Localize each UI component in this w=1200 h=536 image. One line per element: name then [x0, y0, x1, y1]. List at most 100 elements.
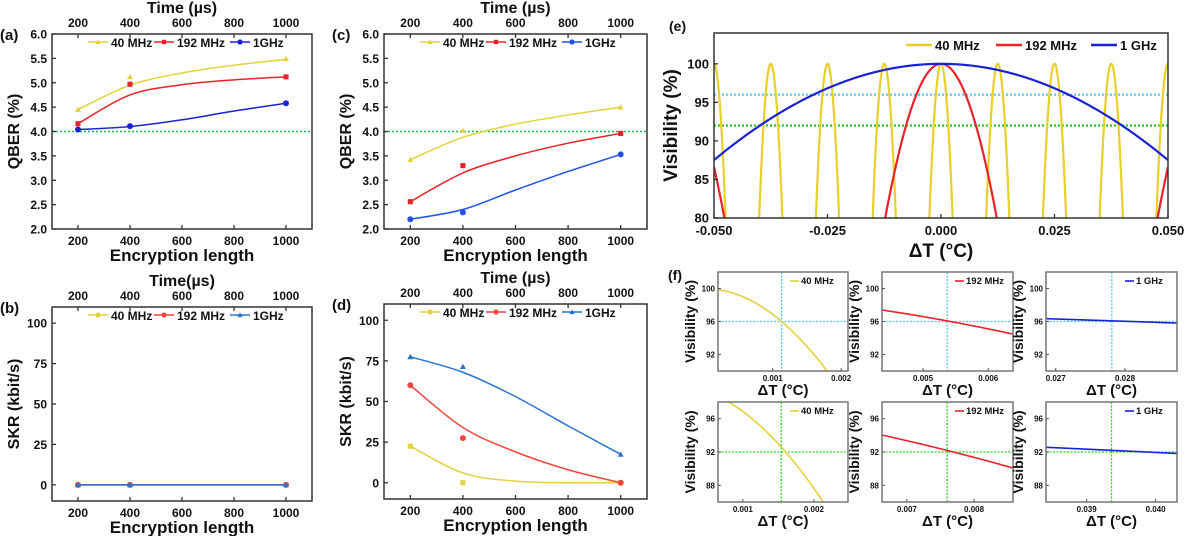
y-tick-label: 96 [870, 318, 879, 327]
x-tick-label: 800 [224, 234, 244, 248]
x-axis-title: Encryption length [443, 516, 588, 535]
x-tick-label: 0.025 [1038, 223, 1071, 238]
plot-area [75, 55, 289, 133]
x-tick-label: 0.002 [831, 374, 852, 383]
data-point-192MHz [75, 121, 81, 127]
x-axis-title: Encryption length [443, 246, 588, 265]
legend-label: 1GHz [585, 36, 616, 50]
y-tick-label: 5.5 [362, 52, 379, 66]
y-tick-label: 4.5 [30, 101, 47, 115]
y-tick-label: 2.0 [30, 223, 47, 237]
legend-item: 1 GHz [1125, 276, 1163, 287]
legend-label: 1GHz [253, 309, 284, 323]
y-tick-label: 100 [866, 285, 880, 294]
legend-label: 192 MHz [966, 276, 1004, 287]
legend-item: 192 MHz [996, 38, 1078, 53]
legend: 40 MHz 192 MHz 1GHz [88, 36, 284, 50]
legend: 40 MHz 192 MHz 1GHz [420, 36, 616, 50]
legend-marker [427, 309, 433, 315]
subplot-f-1: 0.001 0.002 92 96 100 ΔT (°C) Visibility (%) 40… [682, 271, 852, 399]
x-tick-label: 400 [453, 504, 473, 518]
legend: 40 MHz 192 MHz 1 GHz [906, 38, 1157, 53]
y-tick-label: 88 [1034, 481, 1043, 490]
legend-marker [161, 312, 167, 318]
x-tick-label: 600 [505, 234, 525, 248]
data-point-1GHz [617, 451, 624, 457]
legend-label: 1 GHz [1136, 276, 1163, 287]
data-point-1GHz [127, 481, 133, 488]
data-point-192MHz [459, 435, 466, 442]
y-tick-label: 88 [870, 481, 879, 490]
x2-tick-label: 800 [224, 289, 244, 303]
subplot-f-2: 0.005 0.006 92 96 100 ΔT (°C) Visibility (%) 19… [846, 271, 1014, 399]
data-point-1GHz [75, 481, 81, 488]
data-point-40MHz [407, 443, 413, 449]
data-point-1GHz [459, 209, 466, 216]
y-axis-title: Visibility (%) [682, 280, 698, 363]
x-tick-label: 0.000 [925, 223, 958, 238]
y-tick-label: 5.0 [30, 76, 47, 90]
fit-line-40MHz [409, 445, 621, 484]
x2-tick-label: 400 [453, 16, 473, 30]
legend-label: 40 MHz [801, 276, 834, 287]
x-tick-label: -0.025 [809, 223, 846, 238]
y-tick-label: 100 [359, 314, 379, 328]
y-axis-title: SKR (kbit/s) [338, 356, 355, 447]
y-tick-label: 85 [695, 172, 709, 187]
legend-item: 40 MHz [420, 306, 484, 320]
legend-label: 1GHz [253, 36, 284, 50]
panel-label: (d) [332, 297, 351, 314]
y-axis-title: Visibility (%) [1010, 411, 1026, 494]
y-tick-label: 96 [706, 318, 715, 327]
x2-tick-label: 200 [68, 16, 88, 30]
legend-item: 1GHz [230, 309, 284, 323]
y-tick-label: 92 [870, 351, 879, 360]
plot-area [1046, 402, 1177, 502]
x-tick-label: 200 [68, 234, 88, 248]
legend-marker [493, 39, 499, 45]
plot-area [714, 62, 1168, 218]
plot-area [407, 104, 624, 223]
x-tick-label: 0.039 [1077, 505, 1098, 514]
plot-frame [51, 306, 313, 502]
fit-line-1GHz [410, 153, 621, 220]
y-tick-label: 3.0 [362, 174, 379, 188]
legend-item: 40 MHz [790, 276, 834, 287]
y-tick-label: 92 [706, 448, 715, 457]
y-axis-title: QBER (%) [338, 94, 355, 170]
y-tick-label: 0 [372, 476, 379, 490]
x-tick-label: 0.040 [1146, 505, 1167, 514]
fit-line-1GHz [410, 356, 622, 455]
y-tick-label: 50 [366, 395, 380, 409]
data-point-40MHz [407, 156, 414, 163]
data-point-40MHz [75, 106, 81, 112]
x2-tick-label: 200 [68, 289, 88, 303]
x-tick-label: 0.002 [804, 505, 825, 514]
plot-area [718, 402, 848, 502]
legend-item: 40 MHz [420, 36, 484, 50]
legend-label: 192 MHz [177, 309, 225, 323]
x2-tick-label: 200 [400, 286, 420, 300]
y-tick-label: 100 [1030, 285, 1044, 294]
x2-tick-label: 800 [558, 286, 578, 300]
data-point-192MHz [617, 479, 624, 486]
x2-tick-label: 400 [453, 286, 473, 300]
x-tick-label: 600 [172, 234, 192, 248]
x-tick-label: 400 [453, 234, 473, 248]
data-point-1GHz [617, 151, 624, 158]
x-tick-label: 800 [558, 504, 578, 518]
data-point-40MHz [283, 55, 289, 62]
x-tick-label: 0.001 [733, 505, 754, 514]
y-tick-label: 2.5 [362, 198, 379, 212]
x-axis-title: ΔT (°C) [909, 241, 974, 262]
x2-tick-label: 1000 [607, 286, 634, 300]
x2-axis-title: Time (µs) [480, 270, 550, 287]
y-tick-label: 50 [34, 398, 48, 412]
data-point-40MHz [127, 73, 133, 80]
x2-tick-label: 600 [505, 16, 525, 30]
panel-label: (e) [669, 18, 686, 34]
legend-label: 40 MHz [111, 309, 152, 323]
panel-label: (f) [668, 267, 682, 283]
legend-item: 192 MHz [154, 36, 225, 50]
x2-tick-label: 1000 [273, 289, 300, 303]
